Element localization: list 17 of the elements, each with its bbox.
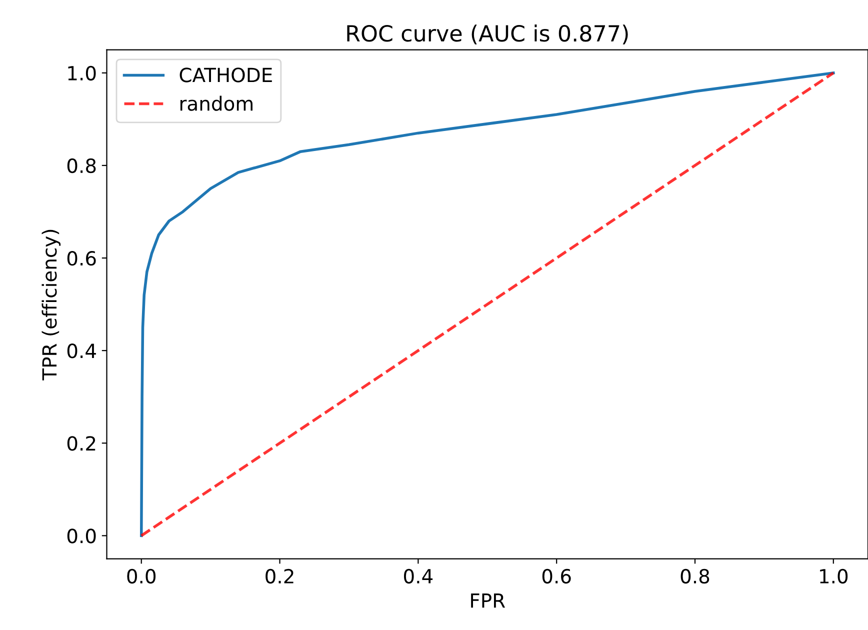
x-tick-label: 0.8 [680,568,710,584]
y-tick-label: 0.4 [67,344,96,358]
x-tick-label: 0.4 [404,568,433,584]
x-tick-label: 0.6 [542,568,571,584]
legend-label: CATHODE [180,68,272,82]
y-tick-label: 0.8 [67,158,96,174]
x-axis-title: FPR [471,594,506,608]
x-tick-label: 0.2 [266,568,294,584]
y-tick-label: 0.0 [67,528,96,544]
chart-title: ROC curve (AUC is 0.877) [347,24,628,44]
x-tick-label: 0.0 [127,568,156,584]
legend-label: random [180,96,252,111]
x-tick-label: 1.0 [820,568,848,584]
y-axis-title: TPR (efficiency) [42,230,61,380]
y-tick-label: 0.2 [67,436,96,451]
y-tick-label: 1.0 [68,66,96,81]
y-tick-label: 0.6 [67,250,96,266]
